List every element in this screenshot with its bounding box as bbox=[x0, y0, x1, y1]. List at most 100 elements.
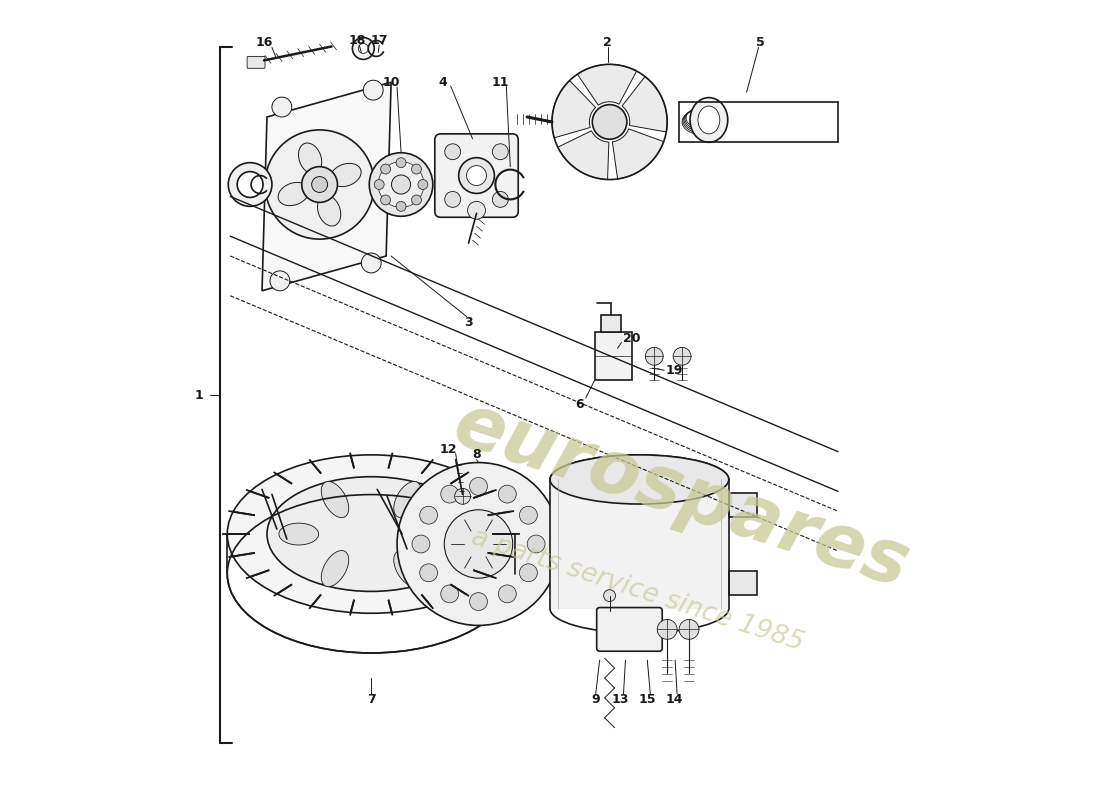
Ellipse shape bbox=[321, 550, 349, 586]
Circle shape bbox=[265, 130, 374, 239]
Circle shape bbox=[301, 166, 338, 202]
Text: 6: 6 bbox=[575, 398, 584, 411]
Circle shape bbox=[411, 164, 421, 174]
Text: 3: 3 bbox=[464, 316, 473, 329]
Circle shape bbox=[311, 177, 328, 193]
Ellipse shape bbox=[394, 482, 421, 518]
Bar bbox=[728, 494, 757, 517]
Circle shape bbox=[468, 202, 485, 219]
Ellipse shape bbox=[279, 523, 319, 545]
Text: 12: 12 bbox=[440, 443, 458, 456]
Circle shape bbox=[470, 593, 487, 610]
Circle shape bbox=[363, 80, 383, 100]
Circle shape bbox=[270, 271, 289, 290]
Circle shape bbox=[470, 478, 487, 495]
Ellipse shape bbox=[690, 98, 728, 142]
Text: 4: 4 bbox=[439, 76, 447, 89]
Bar bbox=[601, 314, 620, 333]
Circle shape bbox=[359, 43, 369, 54]
Circle shape bbox=[498, 585, 516, 603]
Circle shape bbox=[444, 191, 461, 207]
Text: 16: 16 bbox=[255, 36, 273, 49]
Circle shape bbox=[441, 585, 459, 603]
Ellipse shape bbox=[394, 550, 421, 586]
Circle shape bbox=[441, 485, 459, 503]
Bar bbox=[728, 571, 757, 594]
FancyBboxPatch shape bbox=[248, 57, 265, 68]
Circle shape bbox=[396, 202, 406, 211]
Circle shape bbox=[238, 171, 263, 198]
Ellipse shape bbox=[330, 163, 361, 186]
Circle shape bbox=[592, 105, 627, 139]
Ellipse shape bbox=[267, 477, 475, 591]
Circle shape bbox=[381, 164, 390, 174]
Ellipse shape bbox=[550, 455, 728, 504]
Ellipse shape bbox=[318, 195, 341, 226]
Circle shape bbox=[381, 195, 390, 205]
Circle shape bbox=[454, 488, 471, 504]
Text: 8: 8 bbox=[472, 448, 481, 461]
Bar bbox=[595, 333, 632, 380]
Ellipse shape bbox=[550, 455, 728, 504]
Polygon shape bbox=[552, 81, 595, 138]
Text: 5: 5 bbox=[756, 36, 764, 49]
Text: 10: 10 bbox=[383, 76, 400, 89]
Text: 20: 20 bbox=[623, 332, 640, 345]
Ellipse shape bbox=[424, 523, 463, 545]
Ellipse shape bbox=[298, 143, 321, 174]
Circle shape bbox=[411, 195, 421, 205]
Ellipse shape bbox=[321, 482, 349, 518]
Circle shape bbox=[493, 191, 508, 207]
Circle shape bbox=[444, 144, 461, 160]
Text: 14: 14 bbox=[666, 694, 683, 706]
Circle shape bbox=[646, 347, 663, 366]
Text: 1: 1 bbox=[194, 389, 202, 402]
Polygon shape bbox=[621, 77, 668, 132]
Circle shape bbox=[378, 162, 424, 207]
Circle shape bbox=[420, 564, 438, 582]
Circle shape bbox=[493, 144, 508, 160]
Circle shape bbox=[673, 347, 691, 366]
Circle shape bbox=[272, 97, 292, 117]
Text: 17: 17 bbox=[371, 34, 388, 47]
Circle shape bbox=[412, 535, 430, 553]
Text: 13: 13 bbox=[612, 694, 629, 706]
Circle shape bbox=[527, 535, 544, 553]
Circle shape bbox=[397, 462, 560, 626]
Text: 18: 18 bbox=[349, 34, 366, 47]
Circle shape bbox=[396, 158, 406, 168]
Ellipse shape bbox=[278, 182, 309, 206]
FancyBboxPatch shape bbox=[434, 134, 518, 218]
Circle shape bbox=[679, 619, 699, 639]
Circle shape bbox=[229, 162, 272, 206]
Circle shape bbox=[604, 590, 616, 602]
Circle shape bbox=[374, 179, 384, 190]
Polygon shape bbox=[578, 64, 637, 106]
Text: 19: 19 bbox=[666, 364, 683, 377]
Ellipse shape bbox=[228, 455, 515, 614]
Polygon shape bbox=[558, 130, 609, 179]
Circle shape bbox=[466, 166, 486, 186]
Ellipse shape bbox=[698, 106, 719, 134]
Circle shape bbox=[352, 38, 374, 59]
Circle shape bbox=[420, 506, 438, 524]
Text: 15: 15 bbox=[639, 694, 656, 706]
Circle shape bbox=[418, 179, 428, 190]
Text: eurospares: eurospares bbox=[444, 387, 917, 603]
Text: 7: 7 bbox=[367, 694, 375, 706]
Text: 9: 9 bbox=[592, 694, 600, 706]
Circle shape bbox=[392, 175, 410, 194]
FancyBboxPatch shape bbox=[596, 607, 662, 651]
Text: 11: 11 bbox=[492, 76, 509, 89]
Circle shape bbox=[444, 510, 513, 578]
PathPatch shape bbox=[550, 479, 728, 609]
Circle shape bbox=[370, 153, 432, 216]
Polygon shape bbox=[613, 129, 663, 179]
Circle shape bbox=[361, 253, 382, 273]
Circle shape bbox=[657, 619, 678, 639]
Text: a parts service since 1985: a parts service since 1985 bbox=[468, 525, 806, 657]
Circle shape bbox=[459, 158, 494, 194]
Circle shape bbox=[519, 506, 537, 524]
Circle shape bbox=[498, 485, 516, 503]
Circle shape bbox=[519, 564, 537, 582]
